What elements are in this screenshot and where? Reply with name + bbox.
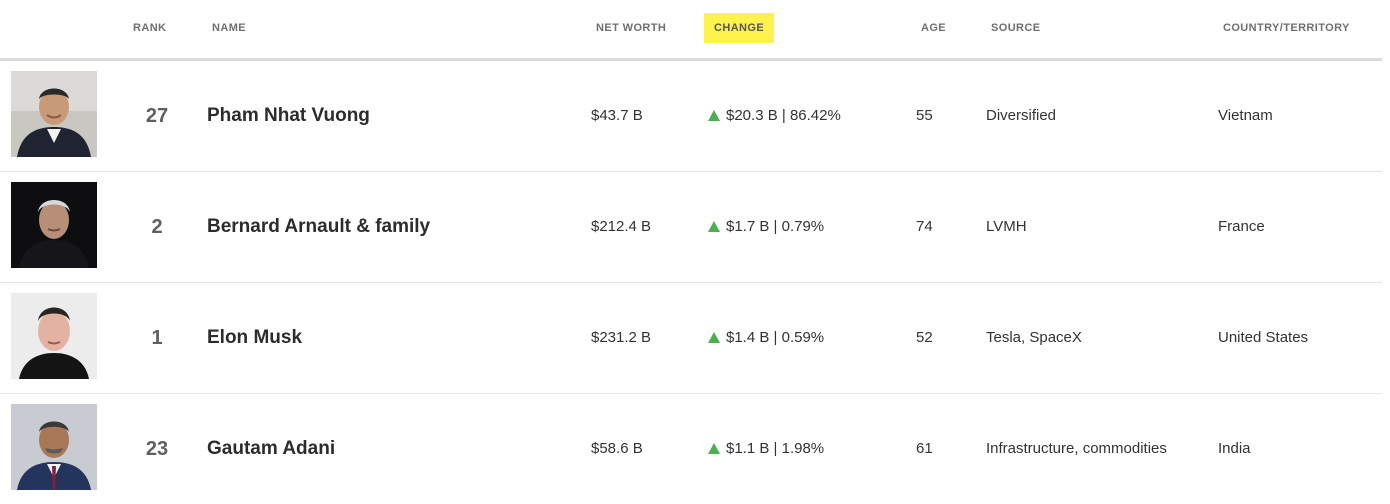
profile-photo[interactable] (11, 182, 97, 268)
wealth-source: Infrastructure, commodities (986, 440, 1167, 457)
column-header-age[interactable]: AGE (921, 22, 947, 34)
age: 74 (916, 218, 933, 235)
net-worth: $231.2 B (591, 329, 652, 346)
table-row[interactable]: 2 Bernard Arnault & family $212.4 B $1.7… (0, 172, 1382, 283)
rank: 27 (145, 105, 169, 127)
table-row[interactable]: 1 Elon Musk $231.2 B $1.4 B | 0.59% 52 T… (0, 283, 1382, 394)
arrow-up-icon (708, 332, 720, 343)
column-header-net-worth[interactable]: NET WORTH (596, 22, 667, 34)
age: 55 (916, 107, 933, 124)
rank: 2 (151, 216, 163, 238)
rank: 1 (151, 327, 163, 349)
age: 52 (916, 329, 933, 346)
table-header: RANK NAME NET WORTH CHANGE AGE SOURCE CO… (0, 0, 1382, 61)
profile-photo[interactable] (11, 71, 97, 157)
change-value: $1.1 B | 1.98% (708, 394, 824, 504)
table-row[interactable]: 23 Gautam Adani $58.6 B $1.1 B | 1.98% 6… (0, 394, 1382, 504)
column-header-country[interactable]: COUNTRY/TERRITORY (1223, 22, 1350, 34)
age: 61 (916, 440, 933, 457)
profile-photo[interactable] (11, 404, 97, 490)
arrow-up-icon (708, 221, 720, 232)
arrow-up-icon (708, 443, 720, 454)
arrow-up-icon (708, 110, 720, 121)
change-text: $1.4 B | 0.59% (726, 329, 825, 346)
country: India (1218, 440, 1251, 457)
column-header-change[interactable]: CHANGE (704, 13, 775, 43)
net-worth: $212.4 B (591, 218, 652, 235)
country: France (1218, 218, 1265, 235)
column-header-name[interactable]: NAME (212, 22, 246, 34)
country: United States (1218, 329, 1309, 346)
person-name[interactable]: Elon Musk (207, 327, 303, 348)
net-worth: $58.6 B (591, 440, 643, 457)
wealth-source: Tesla, SpaceX (986, 329, 1082, 346)
wealth-source: Diversified (986, 107, 1057, 124)
change-text: $1.7 B | 0.79% (726, 218, 825, 235)
wealth-source: LVMH (986, 218, 1027, 235)
net-worth: $43.7 B (591, 107, 643, 124)
column-header-rank[interactable]: RANK (133, 22, 167, 34)
person-name[interactable]: Pham Nhat Vuong (207, 105, 370, 126)
profile-photo[interactable] (11, 293, 97, 379)
change-value: $1.7 B | 0.79% (708, 172, 824, 282)
change-text: $1.1 B | 1.98% (726, 440, 825, 457)
country: Vietnam (1218, 107, 1273, 124)
table-row[interactable]: 27 Pham Nhat Vuong $43.7 B $20.3 B | 86.… (0, 61, 1382, 172)
person-name[interactable]: Bernard Arnault & family (207, 216, 431, 237)
rank: 23 (145, 438, 169, 460)
column-header-source[interactable]: SOURCE (991, 22, 1041, 34)
change-value: $20.3 B | 86.42% (708, 61, 841, 171)
change-text: $20.3 B | 86.42% (726, 107, 841, 124)
change-value: $1.4 B | 0.59% (708, 283, 824, 393)
person-name[interactable]: Gautam Adani (207, 438, 336, 459)
